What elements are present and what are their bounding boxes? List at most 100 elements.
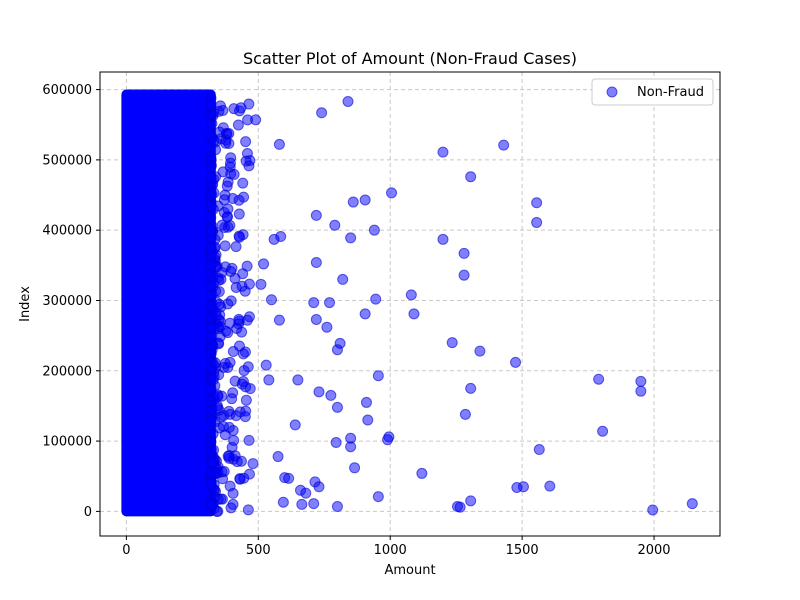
y-tick-label: 300000 [42,294,92,309]
dense-band-point [216,219,228,231]
scatter-point [258,258,270,270]
scatter-point [265,294,277,306]
scatter-point [296,498,308,510]
dense-band-point [218,465,230,477]
dense-band-point [240,136,252,148]
scatter-points [247,96,698,516]
dense-band-point [207,339,219,351]
dense-band-point [240,155,252,167]
dense-band-point [205,395,217,407]
y-tick-label: 500000 [42,153,92,168]
scatter-point [310,313,322,325]
scatter-point [458,247,470,259]
scatter-point [416,467,428,479]
dense-band-markers [121,89,256,517]
dense-band-point [223,128,235,140]
dense-band-point [205,100,217,112]
dense-band-point [228,435,240,447]
dense-band-point [205,456,217,468]
dense-band-point [205,172,217,184]
dense-band-fill [121,89,216,517]
dense-band-point [228,168,240,180]
y-tick-label: 400000 [42,224,92,239]
scatter-point [331,344,343,356]
scatter-point [635,375,647,387]
scatter-point [273,314,285,326]
dense-band-point [205,383,217,395]
legend-box [591,78,714,106]
scatter-point [337,273,349,285]
scatter-point [272,451,284,463]
dense-band-point [205,499,217,511]
scatter-point [310,257,322,269]
scatter-point [349,462,361,474]
dense-band-point [233,340,245,352]
scatter-point [465,495,477,507]
dense-band-point [213,274,225,286]
dense-band-point [205,200,217,212]
dense-band-point [205,259,217,271]
dense-band-point [209,357,221,369]
dense-band-point [205,478,217,490]
dense-band-point [224,157,236,169]
y-axis-ticks: 0 100000 200000 300000 400000 500000 600000 [42,83,100,520]
y-tick-label: 100000 [42,435,92,450]
dense-band-point [229,450,241,462]
scatter-point [329,219,341,231]
dense-band-point [237,376,249,388]
x-tick-label: 1500 [506,543,539,558]
scatter-point [465,382,477,394]
scatter-point [533,444,545,456]
dense-band-point [210,144,222,156]
scatter-point [446,337,458,349]
x-tick-label: 1000 [374,543,407,558]
x-axis-label: Amount [384,563,435,578]
dense-band-point [243,468,255,480]
scatter-point [531,216,543,228]
scatter-point [313,481,325,493]
dense-band-point [208,187,220,199]
scatter-point [593,373,605,385]
scatter-point [247,458,259,470]
dense-band-point [240,394,252,406]
dense-band-point [242,504,254,516]
dense-band-point [214,309,226,321]
scatter-point [321,321,333,333]
scatter-point [372,370,384,382]
dense-band-point [223,405,235,417]
scatter-point [370,293,382,305]
scatter-point [498,139,510,151]
dense-band-point [239,285,251,297]
scatter-point [345,441,357,453]
x-tick-label: 500 [246,543,271,558]
scatter-point [510,356,522,368]
scatter-point [597,425,609,437]
dense-band-point [205,226,217,238]
scatter-point [275,231,287,243]
scatter-point [255,278,267,290]
scatter-point [362,414,374,426]
dense-band-point [239,411,251,423]
scatter-point [386,187,398,199]
dense-band-point [233,208,245,220]
dense-band-point [220,137,232,149]
dense-band-point [213,126,225,138]
scatter-point [531,197,543,209]
dense-band-point [242,361,254,373]
dense-band-point [227,487,239,499]
dense-band-point [232,119,244,131]
scatter-point [292,374,304,386]
scatter-point [437,233,449,245]
scatter-point [283,472,295,484]
dense-band-point [222,203,234,215]
scatter-point [405,289,417,301]
scatter-point [544,480,556,492]
scatter-point [360,396,372,408]
scatter-point [459,408,471,420]
dense-band-point [225,295,237,307]
scatter-point [458,269,470,281]
x-tick-label: 2000 [637,543,670,558]
scatter-point [437,146,449,158]
dense-band-point [233,194,245,206]
